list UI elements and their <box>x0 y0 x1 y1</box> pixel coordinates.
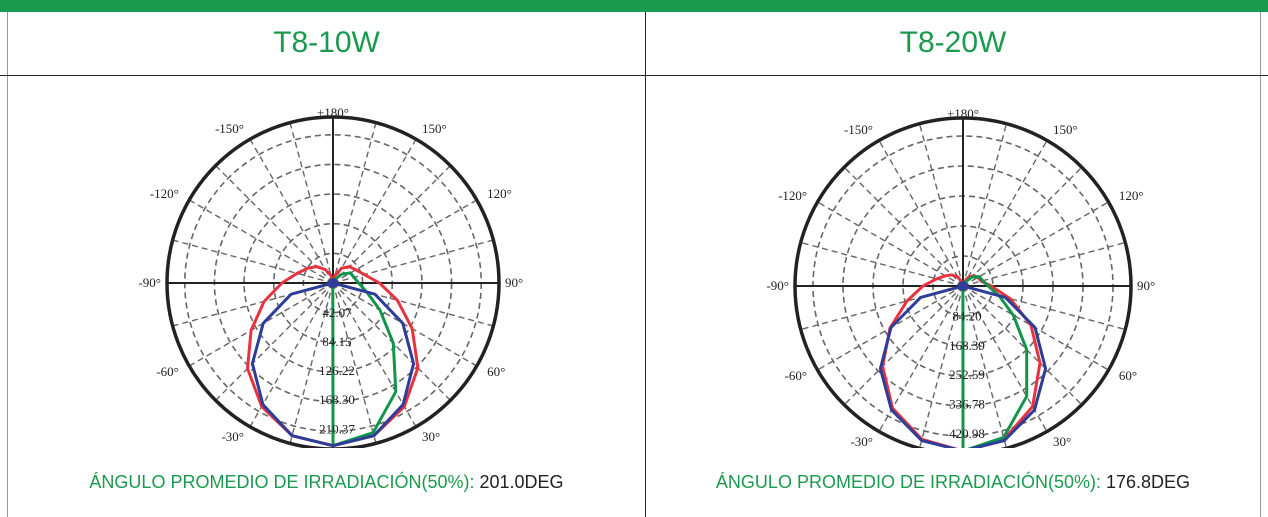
panel-t8-20w: T8-20W 84.20 168.39 252.59 336.78 420.98 ±180… <box>646 12 1260 517</box>
grid-spoke <box>332 282 494 327</box>
caption-value: 201.0DEG <box>479 472 564 492</box>
table-right-border <box>1260 12 1261 517</box>
top-accent-bar <box>0 0 1268 12</box>
center-point <box>328 278 338 288</box>
polar-chart: 42.07 84.15 126.22 168.30 210.37 ±180° -150° 15… <box>138 105 523 448</box>
radial-tick-label: 168.39 <box>949 338 985 353</box>
angle-label: -60° <box>785 368 808 383</box>
grid-spoke <box>188 199 334 284</box>
angle-label: 150° <box>1053 122 1078 137</box>
radial-tick-label: 168.30 <box>319 392 355 407</box>
grid-spoke <box>843 166 964 287</box>
grid-spoke <box>332 199 478 284</box>
grid-spoke <box>332 165 451 284</box>
radial-tick-label: 84.20 <box>952 308 981 323</box>
center-point <box>958 281 968 291</box>
grid-spoke <box>878 140 964 287</box>
caption-value: 176.8DEG <box>1106 472 1191 492</box>
outer-ring <box>793 116 1133 448</box>
panel-t8-10w: T8-10W 42.07 84.15 126.22 168.30 210.37 ±180°… <box>8 12 645 517</box>
angle-label: -30° <box>850 434 873 448</box>
grid-spoke <box>962 285 1008 448</box>
angle-label: ±180° <box>317 105 349 120</box>
angle-label: 120° <box>487 186 512 201</box>
grid-spoke <box>332 282 377 444</box>
table-left-border <box>7 12 8 517</box>
grid-spoke <box>962 201 1109 287</box>
grid-spoke <box>332 138 417 284</box>
grid-spoke <box>332 239 494 284</box>
beam-angle-caption: ÁNGULO PROMEDIO DE IRRADIACIÓN(50%): 176… <box>646 472 1260 493</box>
grid-spoke <box>215 165 334 284</box>
angle-label: -30° <box>221 429 244 444</box>
grid-spoke <box>800 285 964 331</box>
angle-label: -60° <box>156 364 179 379</box>
outer-ring <box>165 115 501 448</box>
angle-label: -150° <box>215 121 244 136</box>
header-divider <box>0 75 1268 76</box>
polar-chart: 84.20 168.39 252.59 336.78 420.98 ±180° -150° 1… <box>766 106 1155 448</box>
grid-spoke <box>172 239 334 284</box>
angle-label: -90° <box>138 275 161 290</box>
grid-spoke <box>332 282 478 367</box>
angle-label: 90° <box>505 275 523 290</box>
grid-spoke <box>843 285 964 406</box>
radial-tick-label: 420.98 <box>949 426 985 441</box>
grid-spoke <box>962 285 1126 331</box>
grid-spoke <box>962 241 1126 287</box>
polar-chart-container: 42.07 84.15 126.22 168.30 210.37 ±180° -150° 15… <box>8 76 645 448</box>
angle-label: 90° <box>1137 278 1155 293</box>
grid-spoke <box>962 140 1048 287</box>
grid-spoke <box>289 122 334 284</box>
angle-label: -150° <box>844 122 873 137</box>
series-green-curve <box>330 271 398 448</box>
grid-spoke <box>962 123 1008 287</box>
angle-label: 60° <box>487 364 505 379</box>
column-divider <box>645 12 646 517</box>
polar-chart-container: 84.20 168.39 252.59 336.78 420.98 ±180° -150° 1… <box>646 76 1260 448</box>
angle-label: -120° <box>150 186 179 201</box>
angle-label: 30° <box>422 429 440 444</box>
beam-angle-caption: ÁNGULO PROMEDIO DE IRRADIACIÓN(50%): 201… <box>8 472 645 493</box>
panel-title: T8-10W <box>273 26 380 59</box>
grid-spoke <box>332 282 417 428</box>
grid-spoke <box>249 138 334 284</box>
radial-tick-label: 84.15 <box>322 334 351 349</box>
angle-label: 60° <box>1119 368 1137 383</box>
angle-label: 120° <box>1119 188 1144 203</box>
grid-spoke <box>962 285 1083 406</box>
angle-label: 30° <box>1053 434 1071 448</box>
grid-spoke <box>918 123 964 287</box>
comparison-table: T8-10W 42.07 84.15 126.22 168.30 210.37 ±180°… <box>0 12 1268 517</box>
grid-spoke <box>289 282 334 444</box>
grid-spoke <box>249 282 334 428</box>
angle-label: -90° <box>766 278 789 293</box>
caption-label: ÁNGULO PROMEDIO DE IRRADIACIÓN(50%): <box>715 472 1101 492</box>
grid-spoke <box>817 201 964 287</box>
angle-label: 150° <box>422 121 447 136</box>
grid-spoke <box>918 285 964 448</box>
grid-spoke <box>188 282 334 367</box>
radial-tick-label: 252.59 <box>949 367 985 382</box>
grid-spoke <box>215 282 334 401</box>
angle-label: ±180° <box>947 106 979 121</box>
grid-spoke <box>332 122 377 284</box>
radial-tick-label: 336.78 <box>949 397 985 412</box>
radial-tick-label: 42.07 <box>322 305 352 320</box>
angle-label: -120° <box>778 188 807 203</box>
grid-spoke <box>962 166 1083 287</box>
radial-tick-label: 126.22 <box>319 363 355 378</box>
radial-tick-label: 210.37 <box>319 421 355 436</box>
caption-label: ÁNGULO PROMEDIO DE IRRADIACIÓN(50%): <box>89 472 475 492</box>
grid-spoke <box>800 241 964 287</box>
panel-title: T8-20W <box>899 26 1007 59</box>
grid-spoke <box>172 282 334 327</box>
